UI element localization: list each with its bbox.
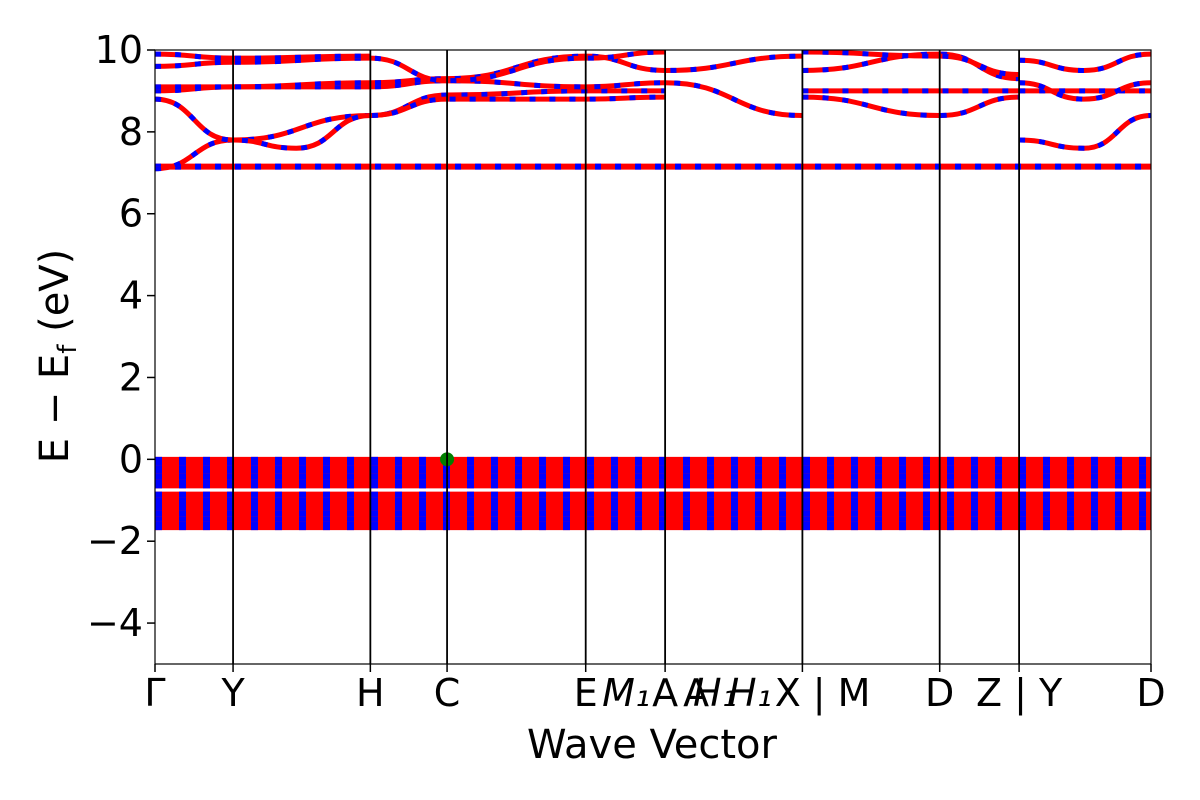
x-tick-label: H (356, 671, 385, 715)
y-tick-label: 4 (119, 274, 143, 318)
conduction-band-spin-up (155, 88, 666, 172)
y-tick-label: 6 (119, 192, 143, 236)
x-tick-label: D (1136, 671, 1165, 715)
x-tick-label: Y (220, 671, 245, 715)
conduction-band-spin-down (802, 94, 1020, 118)
x-tick-label: M₁ (602, 671, 650, 715)
x-tick-label: H₁ (728, 671, 772, 715)
x-tick-label: E (574, 671, 598, 715)
x-tick-label: A (652, 671, 678, 715)
y-axis-label: E − Ef (eV) (32, 249, 83, 464)
y-axis-label-main: E − E (32, 354, 78, 464)
x-tick-label: H₁ (693, 671, 737, 715)
x-tick-label: D (925, 671, 954, 715)
x-tick-label: C (434, 671, 461, 715)
x-tick-label: X | M (775, 671, 871, 716)
y-tick-label: −4 (87, 601, 143, 645)
x-tick-label: A (683, 671, 709, 715)
conduction-band-spin-down (1019, 80, 1151, 102)
y-tick-label: 2 (119, 355, 143, 399)
conduction-band-spin-down (802, 50, 1020, 78)
x-tick-label: Z | Y (976, 671, 1063, 716)
conduction-band-spin-up (1019, 51, 1151, 73)
plot-frame (154, 49, 1152, 665)
kpoint-lines-layer (232, 50, 1020, 664)
conduction-band-spin-down (802, 51, 1020, 82)
y-ticks-layer: −4 −2 0 2 4 6 8 10 (87, 28, 155, 645)
conduction-band-spin-down (1019, 112, 1151, 151)
y-axis-label-subscript: f (53, 344, 83, 354)
conduction-band-spin-up (155, 50, 666, 84)
conduction-band-spin-up (802, 94, 1020, 118)
conduction-band-spin-down (1019, 51, 1151, 73)
bands-layer (155, 50, 1151, 531)
y-axis-label-unit: (eV) (32, 249, 78, 345)
y-tick-label: 8 (119, 110, 143, 154)
y-tick-label: 0 (119, 437, 143, 481)
y-tick-label: −2 (87, 519, 143, 563)
x-tick-label: Γ (144, 671, 165, 715)
x-axis-label: Wave Vector (527, 722, 778, 768)
y-tick-label: 10 (95, 28, 143, 72)
